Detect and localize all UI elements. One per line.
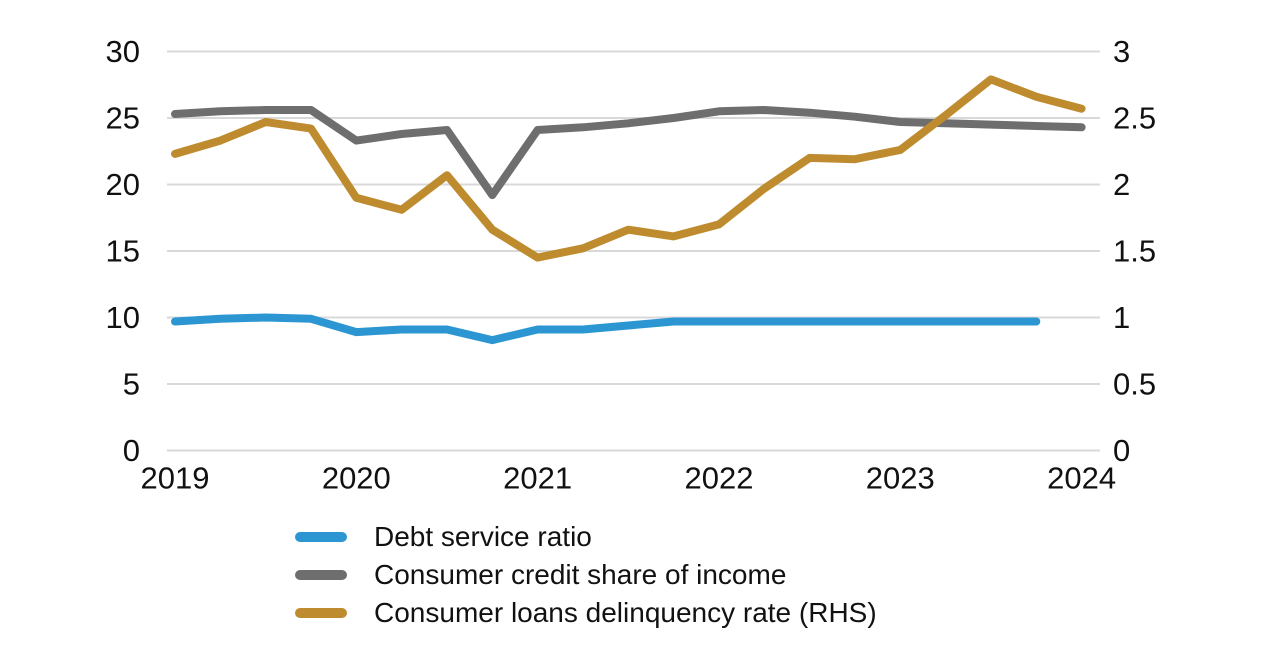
y-axis-left-tick-label: 5 — [123, 367, 140, 402]
x-axis-tick-label: 2022 — [684, 461, 753, 496]
y-axis-left-tick-label: 30 — [106, 34, 140, 69]
y-axis-left-tick-label: 0 — [123, 433, 140, 468]
legend-item-consumer-loans-delinquency: Consumer loans delinquency rate (RHS) — [295, 598, 877, 628]
y-axis-left-tick-label: 15 — [106, 234, 140, 269]
y-axis-right-tick-label: 1 — [1113, 300, 1130, 335]
y-axis-left-tick-label: 20 — [106, 167, 140, 202]
y-axis-left-tick-label: 10 — [106, 300, 140, 335]
y-axis-right-tick-label: 1.5 — [1113, 234, 1156, 269]
legend-label-debt-service-ratio: Debt service ratio — [374, 521, 592, 552]
y-axis-right-tick-label: 0 — [1113, 433, 1130, 468]
legend-swatch-blue-icon — [295, 532, 347, 542]
x-axis-tick-label: 2024 — [1047, 461, 1116, 496]
legend-item-consumer-credit-share: Consumer credit share of income — [295, 560, 877, 590]
chart-legend: Debt service ratio Consumer credit share… — [295, 522, 877, 628]
x-axis-tick-label: 2020 — [322, 461, 391, 496]
series-line-consumer-credit-share-of-income — [171, 106, 1086, 200]
legend-swatch-gray-icon — [295, 570, 347, 580]
y-axis-right-tick-label: 2 — [1113, 167, 1130, 202]
x-axis-tick-label: 2019 — [141, 461, 210, 496]
series-line-consumer-loans-delinquency-rate-rhs — [171, 75, 1086, 262]
y-axis-right-tick-label: 0.5 — [1113, 367, 1156, 402]
y-axis-left-tick-label: 25 — [106, 101, 140, 136]
legend-item-debt-service-ratio: Debt service ratio — [295, 522, 877, 552]
legend-label-consumer-credit-share: Consumer credit share of income — [374, 559, 787, 590]
y-axis-right-tick-label: 3 — [1113, 34, 1130, 69]
x-axis-tick-label: 2021 — [503, 461, 572, 496]
series-line-debt-service-ratio — [171, 313, 1041, 345]
legend-swatch-gold-icon — [295, 608, 347, 618]
y-axis-right-tick-label: 2.5 — [1113, 101, 1156, 136]
x-axis-tick-label: 2023 — [866, 461, 935, 496]
legend-label-consumer-loans-delinquency: Consumer loans delinquency rate (RHS) — [374, 597, 877, 628]
